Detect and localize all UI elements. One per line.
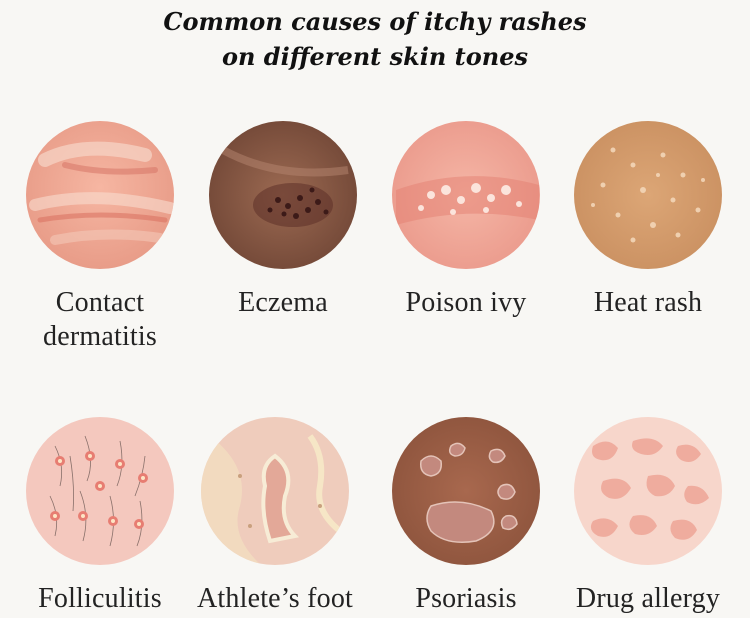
rash-label: Psoriasis bbox=[415, 583, 517, 614]
rash-label: Eczema bbox=[238, 287, 328, 318]
poison-ivy-skin-image bbox=[392, 121, 540, 269]
rash-label: Heat rash bbox=[593, 287, 703, 318]
eczema-skin-image bbox=[209, 121, 357, 269]
rash-item-drug-allergy: Drug allergy bbox=[553, 416, 743, 616]
rash-label: Athlete’s foot bbox=[197, 583, 353, 614]
contact-dermatitis-skin-image bbox=[26, 121, 174, 269]
figure-title: Common causes of itchy rashes on differe… bbox=[0, 4, 750, 74]
athletes-foot-skin-image bbox=[201, 417, 349, 565]
rash-item-folliculitis: Folliculitis bbox=[5, 416, 195, 616]
rash-item-athletes-foot: Athlete’s foot bbox=[180, 416, 370, 616]
rash-label: Drug allergy bbox=[575, 583, 721, 614]
rash-label: Contact dermatitis bbox=[43, 287, 157, 352]
title-line-2: on different skin tones bbox=[221, 42, 529, 71]
rash-item-poison-ivy: Poison ivy bbox=[371, 120, 561, 320]
title-line-1: Common causes of itchy rashes bbox=[163, 7, 587, 36]
rash-item-heat-rash: Heat rash bbox=[553, 120, 743, 320]
rash-label: Poison ivy bbox=[405, 287, 527, 318]
rash-item-eczema: Eczema bbox=[188, 120, 378, 320]
rash-item-psoriasis: Psoriasis bbox=[371, 416, 561, 616]
psoriasis-skin-image bbox=[392, 417, 540, 565]
folliculitis-skin-image bbox=[26, 417, 174, 565]
heat-rash-skin-image bbox=[574, 121, 722, 269]
rash-label: Folliculitis bbox=[38, 583, 162, 614]
drug-allergy-skin-image bbox=[574, 417, 722, 565]
rash-item-contact-dermatitis: Contact dermatitis bbox=[5, 120, 195, 354]
